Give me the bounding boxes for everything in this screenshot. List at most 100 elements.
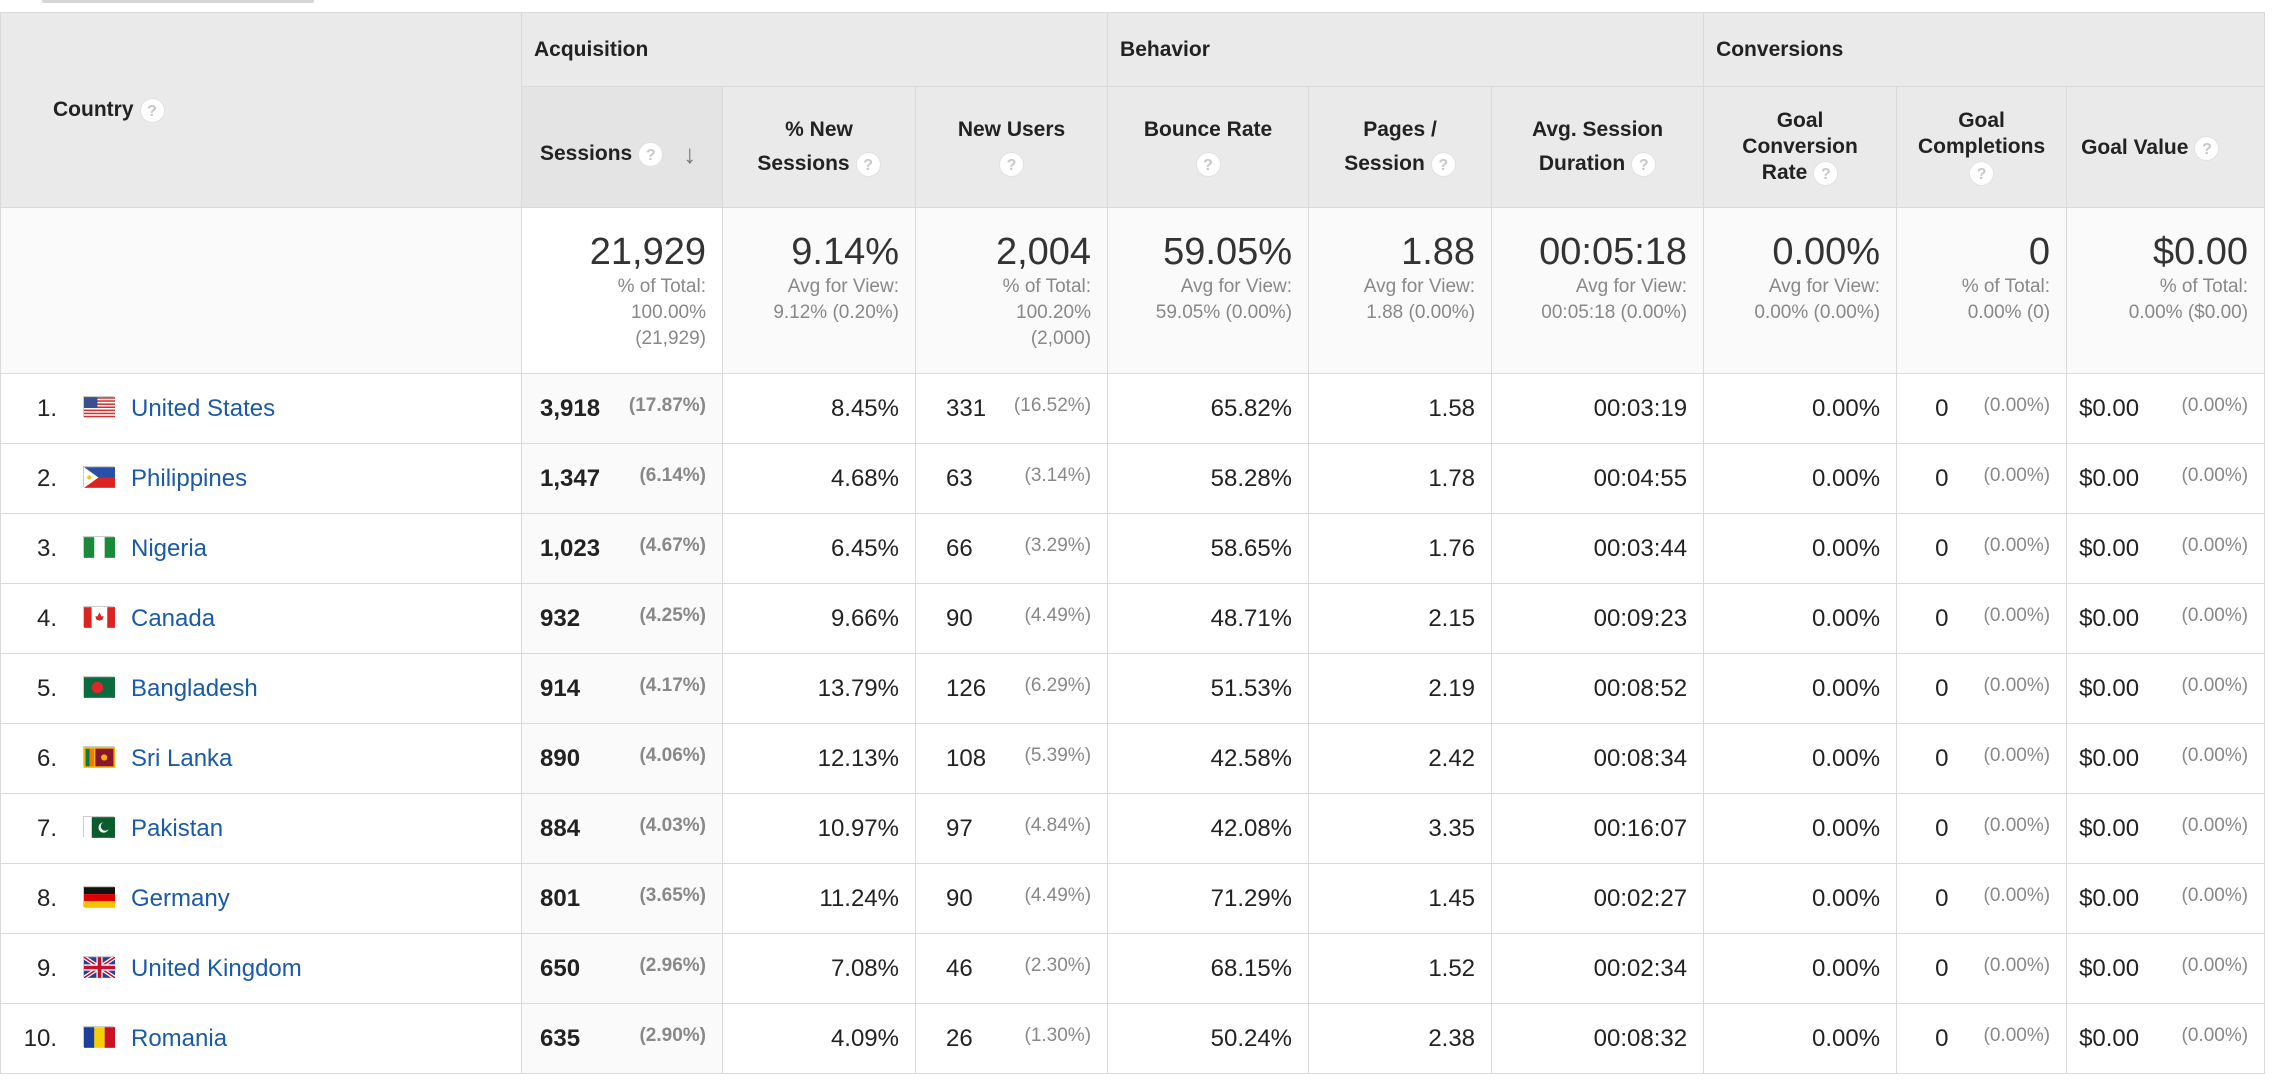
avg-duration-cell: 00:03:19 xyxy=(1491,373,1705,444)
help-icon[interactable]: ? xyxy=(2194,135,2220,161)
goal-value-column-header[interactable]: Goal Value? xyxy=(2066,86,2266,208)
avg-session-duration-column-header[interactable]: Avg. Session Duration? xyxy=(1491,86,1705,208)
country-link[interactable]: Bangladesh xyxy=(131,674,258,702)
help-icon[interactable]: ? xyxy=(1969,160,1995,186)
goal-completions-value: 0 xyxy=(1935,814,1949,842)
table-row: 3. Nigeria 1,023 (4.67%) 6.45% 66 (3.29%) 58.65… xyxy=(0,513,2266,584)
country-link[interactable]: Romania xyxy=(131,1024,228,1052)
goal-value-cell: $0.00 (0.00%) xyxy=(2066,513,2266,584)
ca-flag-icon xyxy=(83,605,115,628)
row-rank: 5. xyxy=(36,674,57,702)
help-icon[interactable]: ? xyxy=(1195,151,1221,177)
goal-completions-value: 0 xyxy=(1935,464,1949,492)
new-users-percent: (1.30%) xyxy=(1024,1024,1092,1046)
total-pct-new-sessions-cell: 9.14% Avg for View: 9.12% (0.20%) xyxy=(722,207,916,374)
avg-duration-cell: 00:16:07 xyxy=(1491,793,1705,864)
sessions-cell: 890 (4.06%) xyxy=(521,723,723,794)
goal-completions-percent: (0.00%) xyxy=(1983,604,2051,626)
help-icon[interactable]: ? xyxy=(855,151,881,177)
conversions-group-header: Conversions xyxy=(1703,12,2266,87)
sessions-column-header[interactable]: Sessions? ↓ xyxy=(521,86,723,208)
total-bounce-rate-value: 59.05% xyxy=(1163,231,1293,273)
bounce-rate-cell: 48.71% xyxy=(1107,583,1310,654)
country-link[interactable]: Germany xyxy=(131,884,230,912)
bounce-rate-column-header[interactable]: Bounce Rate ? xyxy=(1107,86,1310,208)
new-users-cell: 63 (3.14%) xyxy=(914,443,1109,514)
goal-value-value: $0.00 xyxy=(2079,534,2140,562)
new-users-cell: 97 (4.84%) xyxy=(914,793,1109,864)
total-goal-completions-value: 0 xyxy=(2028,231,2051,273)
help-icon[interactable]: ? xyxy=(1631,151,1657,177)
goal-conv-label-line2: Conversion xyxy=(1742,135,1858,158)
row-rank: 7. xyxy=(36,814,57,842)
goal-completions-cell: 0 (0.00%) xyxy=(1896,513,2068,584)
new-users-value: 97 xyxy=(946,814,973,842)
goal-completions-value: 0 xyxy=(1935,1024,1949,1052)
goal-value-value: $0.00 xyxy=(2079,744,2140,772)
sessions-cell: 1,347 (6.14%) xyxy=(521,443,723,514)
goal-conv-rate-cell: 0.00% xyxy=(1703,583,1898,654)
goal-completions-value: 0 xyxy=(1935,394,1949,422)
avg-duration-cell: 00:08:52 xyxy=(1491,653,1705,724)
country-link[interactable]: Nigeria xyxy=(131,534,208,562)
new-users-value: 90 xyxy=(946,604,973,632)
country-link[interactable]: Canada xyxy=(131,604,216,632)
total-new-users-sub: % of Total: 100.20% (2,000) xyxy=(1002,276,1092,349)
bounce-rate-cell: 71.29% xyxy=(1107,863,1310,934)
country-cell: 3. Nigeria xyxy=(0,513,522,584)
total-goal-completions-cell: 0% of Total: 0.00% (0) xyxy=(1896,207,2068,374)
sessions-value: 650 xyxy=(540,954,581,982)
bounce-rate-cell: 51.53% xyxy=(1107,653,1310,724)
country-column-header[interactable]: Country? xyxy=(0,12,522,208)
avg-duration-cell: 00:08:32 xyxy=(1491,1003,1705,1074)
goal-conversion-rate-column-header[interactable]: Goal Conversion Rate? xyxy=(1703,86,1898,208)
sessions-percent: (2.96%) xyxy=(639,954,706,976)
goal-value-cell: $0.00 (0.00%) xyxy=(2066,793,2266,864)
goal-value-cell: $0.00 (0.00%) xyxy=(2066,723,2266,794)
total-avg-duration-sub: Avg for View: 00:05:18 (0.00%) xyxy=(1541,276,1688,323)
help-icon[interactable]: ? xyxy=(999,151,1025,177)
country-link[interactable]: Pakistan xyxy=(131,814,224,842)
bounce-rate-cell: 42.58% xyxy=(1107,723,1310,794)
avg-duration-cell: 00:09:23 xyxy=(1491,583,1705,654)
country-link[interactable]: United States xyxy=(131,394,276,422)
avg-duration-cell: 00:02:34 xyxy=(1491,933,1705,1004)
total-sessions-sub: % of Total: 100.00% (21,929) xyxy=(617,276,706,349)
pages-session-column-header[interactable]: Pages / Session? xyxy=(1308,86,1493,208)
help-icon[interactable]: ? xyxy=(139,97,165,123)
sessions-cell: 3,918 (17.87%) xyxy=(521,373,723,444)
goal-completions-value: 0 xyxy=(1935,604,1949,632)
country-cell: 4. Canada xyxy=(0,583,522,654)
total-new-users-cell: 2,004% of Total: 100.20% (2,000) xyxy=(914,207,1109,374)
sort-descending-icon[interactable]: ↓ xyxy=(683,139,697,170)
new-users-value: 63 xyxy=(946,464,973,492)
goal-completions-percent: (0.00%) xyxy=(1983,1024,2051,1046)
acquisition-label: Acquisition xyxy=(534,37,649,61)
country-link[interactable]: United Kingdom xyxy=(131,954,302,982)
row-rank: 4. xyxy=(36,604,57,632)
new-users-column-header[interactable]: New Users ? xyxy=(914,86,1109,208)
total-goal-value-value: $0.00 xyxy=(2152,231,2249,273)
bounce-rate-label: Bounce Rate xyxy=(1143,118,1273,141)
help-icon[interactable]: ? xyxy=(1813,160,1839,186)
help-icon[interactable]: ? xyxy=(638,141,664,167)
sessions-value: 1,347 xyxy=(540,464,601,492)
pct-new-sessions-column-header[interactable]: % New Sessions? xyxy=(722,86,916,208)
goal-completions-percent: (0.00%) xyxy=(1983,744,2051,766)
avg-duration-cell: 00:04:55 xyxy=(1491,443,1705,514)
country-link[interactable]: Sri Lanka xyxy=(131,744,233,772)
goal-completions-cell: 0 (0.00%) xyxy=(1896,933,2068,1004)
row-rank: 9. xyxy=(36,954,57,982)
sessions-percent: (4.03%) xyxy=(639,814,706,836)
goal-completions-cell: 0 (0.00%) xyxy=(1896,723,2068,794)
sessions-value: 890 xyxy=(540,744,581,772)
goal-value-percent: (0.00%) xyxy=(2181,464,2249,486)
total-goal-value-sub: % of Total: 0.00% ($0.00) xyxy=(2128,276,2249,323)
goal-completions-column-header[interactable]: Goal Completions ? xyxy=(1896,86,2068,208)
goal-value-cell: $0.00 (0.00%) xyxy=(2066,933,2266,1004)
help-icon[interactable]: ? xyxy=(1430,151,1456,177)
country-link[interactable]: Philippines xyxy=(131,464,248,492)
acquisition-group-header: Acquisition xyxy=(520,12,1109,87)
avg-duration-label-line1: Avg. Session xyxy=(1531,118,1664,141)
total-avg-duration-value: 00:05:18 xyxy=(1539,231,1688,273)
